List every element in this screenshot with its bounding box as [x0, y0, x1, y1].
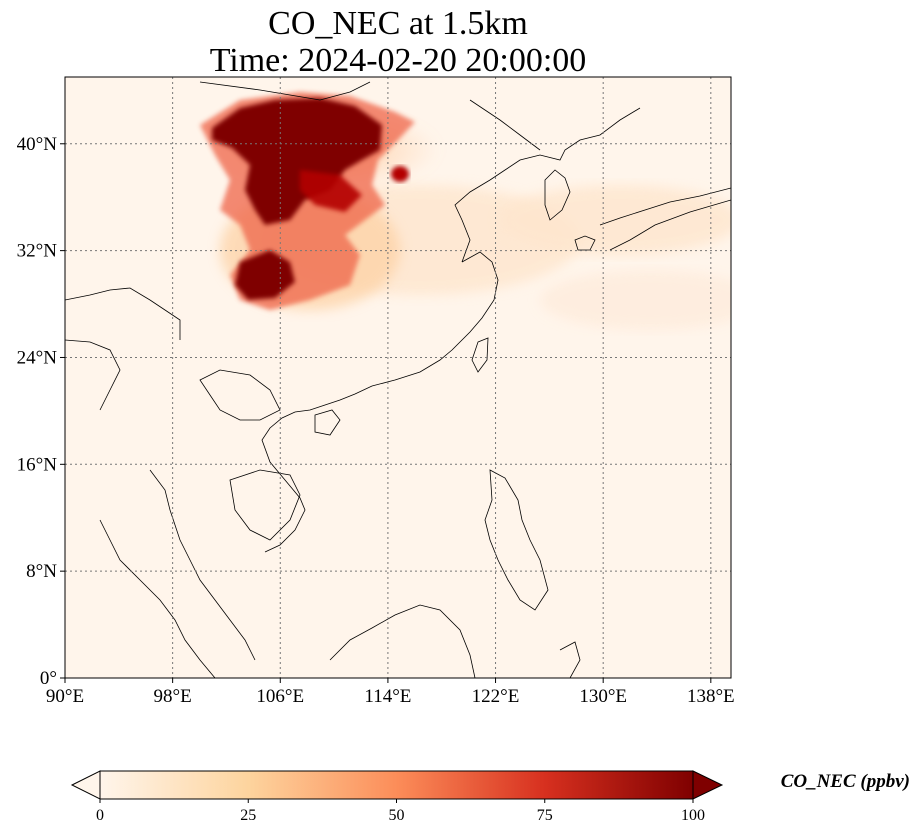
thailand-gulf-coast [149, 469, 256, 661]
japan-honshu-north [609, 199, 731, 251]
plot-time-subtitle: Time: 2024-02-20 20:00:00 [209, 42, 587, 79]
taiwan [471, 337, 489, 373]
lon-tick-label: 130°E [579, 686, 627, 707]
plume-streak [300, 170, 362, 212]
colorbar-tick-label: 100 [681, 807, 705, 824]
map-frame [64, 76, 732, 679]
lon-tick-label: 114°E [364, 686, 411, 707]
india-china-border [65, 287, 181, 340]
lat-tick-label: 40°N [17, 134, 58, 155]
colorbar-gradient [99, 770, 694, 800]
lat-tick-label: 16°N [17, 454, 58, 475]
colorbar: 0 25 50 75 100 CO_NEC (ppbv) [70, 770, 910, 824]
gridlines [65, 77, 731, 678]
malay-peninsula-west [99, 519, 216, 678]
colorbar-label: CO_NEC (ppbv) [781, 771, 910, 792]
lat-tick-label: 8°N [26, 561, 57, 582]
china-vietnam-coast [261, 251, 499, 553]
japan-kyushu [574, 235, 596, 251]
lat-tick-label: 32°N [17, 241, 58, 262]
map-panel [65, 77, 731, 678]
korea-peninsula [544, 169, 571, 221]
lon-tick-label: 98°E [154, 686, 192, 707]
colorbar-ticks: 0 25 50 75 100 [96, 799, 705, 824]
colorbar-extend-low [70, 770, 101, 800]
japan-honshu-south [599, 187, 731, 226]
lat-tick-label: 24°N [17, 347, 58, 368]
north-china-coast [454, 107, 641, 263]
colorbar-tick-label: 0 [96, 807, 104, 824]
myanmar-border [65, 339, 121, 411]
colorbar-tick-label: 25 [240, 807, 256, 824]
northeast-border [469, 99, 541, 151]
borneo-north [329, 604, 476, 678]
mongolia-border [199, 81, 371, 101]
lon-tick-label: 138°E [687, 686, 735, 707]
laos-border [199, 369, 281, 421]
hainan [314, 409, 341, 436]
haze-pacific [540, 270, 731, 330]
lon-tick-label: 90°E [46, 686, 84, 707]
colorbar-tick-label: 75 [537, 807, 553, 824]
haze-korea-japan [500, 185, 731, 255]
longitude-ticks: 90°E 98°E 106°E 114°E 122°E 130°E 138°E [46, 678, 735, 707]
lon-tick-label: 122°E [472, 686, 520, 707]
latitude-ticks: 0° 8°N 16°N 24°N 32°N 40°N [17, 134, 65, 689]
plume-spot-east [391, 166, 409, 182]
lat-tick-label: 0° [40, 668, 57, 689]
coastlines [65, 81, 731, 678]
sulawesi-north [559, 641, 581, 678]
colorbar-extend-high [692, 770, 724, 800]
cambodia-border [229, 469, 301, 541]
plume-core-north [212, 98, 382, 225]
plot-title: CO_NEC at 1.5km [268, 5, 528, 42]
philippines [484, 469, 549, 611]
colorbar-tick-label: 50 [389, 807, 405, 824]
lon-tick-label: 106°E [256, 686, 304, 707]
